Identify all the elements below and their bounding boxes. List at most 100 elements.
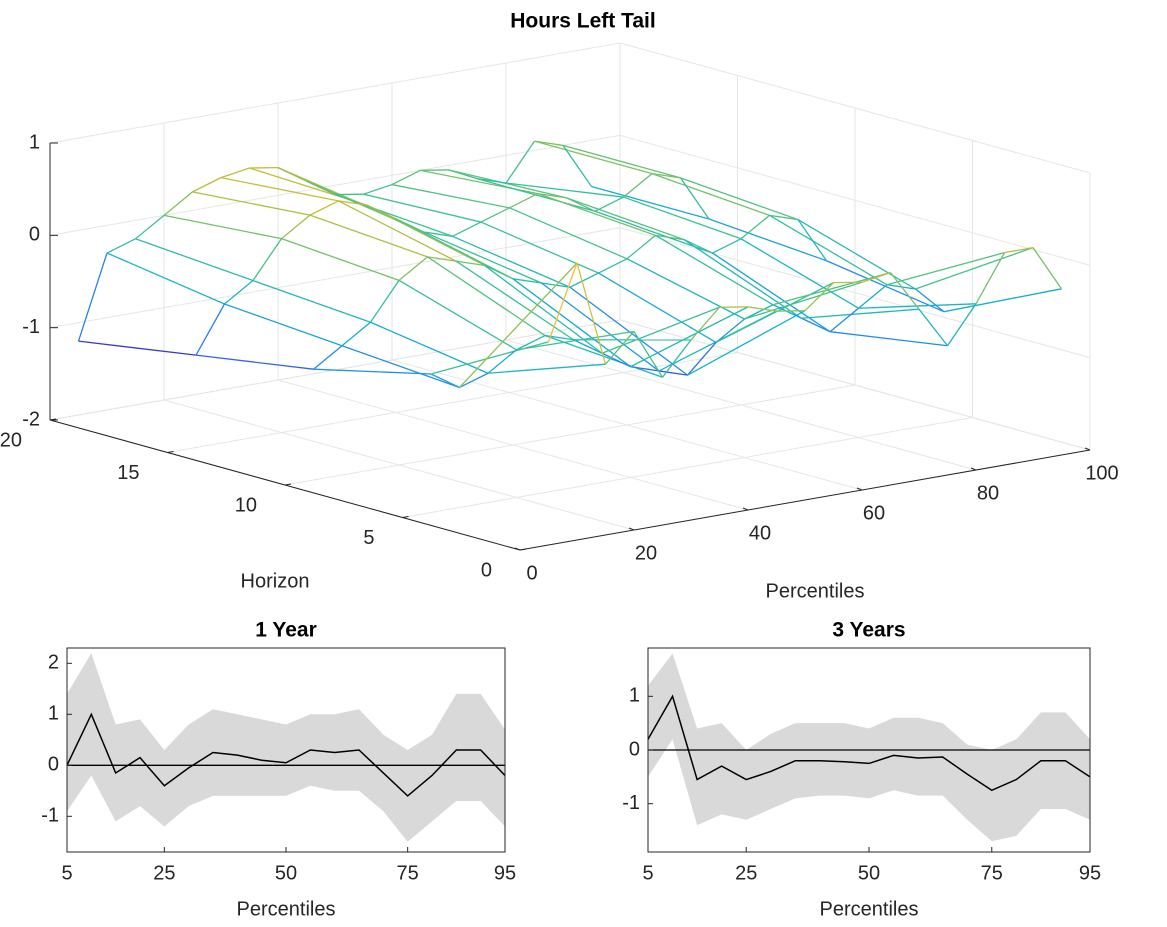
y-tick-label: 1 bbox=[629, 685, 640, 707]
mesh-segment bbox=[744, 281, 863, 320]
mesh-segment bbox=[512, 278, 542, 284]
mesh-segment bbox=[797, 219, 828, 262]
mesh-segment bbox=[398, 256, 428, 281]
mesh-segment bbox=[537, 192, 567, 199]
mesh-segment bbox=[313, 345, 343, 370]
mesh-segment bbox=[804, 282, 834, 312]
mesh-segment bbox=[512, 278, 631, 368]
x-tick-label: 25 bbox=[153, 862, 175, 884]
grid-line bbox=[284, 384, 856, 486]
mesh-segment bbox=[398, 279, 517, 351]
mesh-segment bbox=[626, 258, 745, 320]
mesh-segment bbox=[740, 214, 770, 240]
mesh-segment bbox=[281, 214, 311, 240]
mesh-segment bbox=[341, 321, 371, 347]
x-tick-label: 0 bbox=[526, 562, 537, 584]
grid-line bbox=[49, 227, 621, 329]
mesh-segment bbox=[769, 214, 799, 221]
mesh-segment bbox=[715, 282, 834, 344]
x-tick-label: 50 bbox=[275, 862, 297, 884]
mesh-segment bbox=[858, 284, 888, 309]
mesh-segment bbox=[537, 192, 656, 236]
mesh-segment bbox=[163, 214, 282, 240]
x-axis-title: Percentiles bbox=[237, 898, 336, 920]
y-tick bbox=[284, 483, 292, 486]
mesh-segment bbox=[915, 288, 945, 313]
mesh-segment bbox=[651, 172, 770, 216]
mesh-segment bbox=[747, 306, 777, 312]
mesh-segment bbox=[889, 272, 920, 310]
mesh-segment bbox=[1004, 246, 1034, 254]
x-tick-label: 75 bbox=[981, 862, 1003, 884]
mesh-segment bbox=[195, 354, 314, 370]
mesh-segment bbox=[918, 308, 949, 347]
mesh-segment bbox=[626, 234, 656, 260]
mesh-segment bbox=[683, 238, 713, 254]
mesh-segment bbox=[220, 167, 250, 179]
mesh-segment bbox=[829, 331, 948, 347]
mesh-segment bbox=[562, 144, 593, 187]
mesh-segment bbox=[395, 218, 514, 280]
grid-line bbox=[619, 134, 1091, 266]
mesh-segment bbox=[769, 214, 888, 286]
mesh-segment bbox=[224, 280, 254, 305]
mesh-segment bbox=[566, 197, 685, 241]
mesh-segment bbox=[480, 221, 599, 274]
y-tick-label: 5 bbox=[363, 527, 374, 549]
mesh-segment bbox=[772, 272, 891, 306]
mesh-segment bbox=[516, 334, 546, 351]
mesh-segment bbox=[459, 372, 489, 389]
mesh-segment bbox=[569, 286, 688, 376]
mesh-segment bbox=[576, 262, 607, 365]
mesh-segment bbox=[623, 173, 653, 198]
mesh-segment bbox=[573, 339, 603, 354]
mesh-segment bbox=[946, 303, 977, 347]
z-tick-label: 1 bbox=[29, 131, 40, 153]
mesh-segment bbox=[338, 200, 368, 206]
data-line bbox=[66, 712, 506, 797]
mesh-segment bbox=[801, 317, 831, 333]
x-tick-label: 5 bbox=[642, 862, 653, 884]
mesh-segment bbox=[480, 207, 510, 223]
mesh-segment bbox=[78, 340, 197, 356]
mesh-segment bbox=[195, 303, 226, 356]
mesh-segment bbox=[363, 183, 393, 195]
mesh-segment bbox=[452, 235, 571, 288]
mesh-segment bbox=[106, 252, 225, 305]
mesh-segment bbox=[661, 339, 692, 378]
mesh-segment bbox=[740, 238, 859, 309]
confidence-band bbox=[67, 653, 505, 842]
confidence-band bbox=[648, 653, 1090, 842]
x-tick bbox=[970, 467, 977, 471]
mesh-segment bbox=[341, 345, 460, 389]
mesh-segment bbox=[744, 304, 774, 320]
mesh-segment bbox=[715, 318, 745, 343]
grid-line bbox=[49, 42, 621, 144]
y-tick-label: 15 bbox=[117, 462, 139, 484]
y-axis-title: Horizon bbox=[241, 570, 310, 592]
mesh-segment bbox=[452, 221, 482, 237]
x-tick-label: 60 bbox=[863, 502, 885, 524]
mesh-segment bbox=[708, 218, 827, 262]
mesh-segment bbox=[594, 196, 624, 212]
mesh-segment bbox=[309, 200, 339, 216]
mesh-segment bbox=[547, 262, 578, 343]
y-tick-label: -1 bbox=[622, 792, 640, 814]
x-axis-title: Percentiles bbox=[820, 898, 919, 920]
mesh-segment bbox=[861, 272, 891, 283]
x-tick-label: 50 bbox=[858, 862, 880, 884]
mesh-segment bbox=[712, 238, 742, 254]
x-tick bbox=[742, 507, 749, 511]
mesh-segment bbox=[943, 288, 1062, 313]
mesh-segment bbox=[797, 219, 916, 290]
mesh-segment bbox=[509, 193, 539, 209]
z-tick-label: -2 bbox=[22, 408, 40, 430]
mesh-segment bbox=[509, 207, 628, 260]
x-tick-label: 100 bbox=[1085, 462, 1118, 484]
mesh-segment bbox=[77, 252, 108, 342]
mesh-segment bbox=[687, 310, 806, 376]
mesh-segment bbox=[655, 234, 685, 241]
x-tick-label: 40 bbox=[749, 522, 771, 544]
mesh-segment bbox=[455, 260, 574, 341]
grid-line bbox=[167, 352, 738, 453]
